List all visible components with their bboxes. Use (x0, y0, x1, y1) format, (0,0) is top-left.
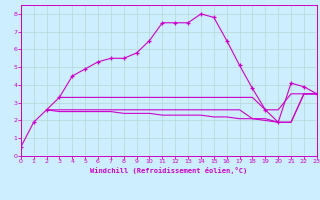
X-axis label: Windchill (Refroidissement éolien,°C): Windchill (Refroidissement éolien,°C) (90, 167, 247, 174)
